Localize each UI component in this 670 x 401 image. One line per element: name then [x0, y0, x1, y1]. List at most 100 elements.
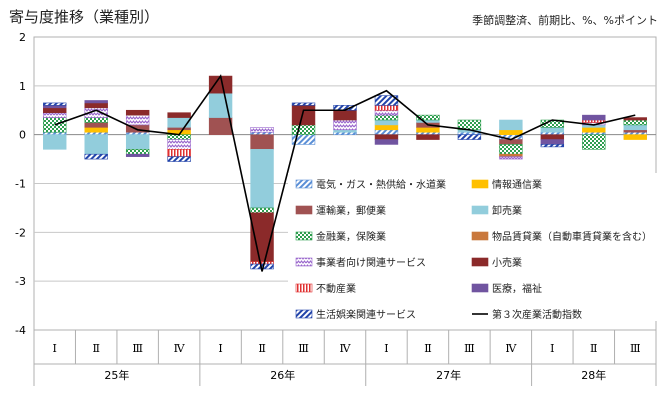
legend-label: 情報通信業 [492, 178, 542, 191]
bar-segment [540, 144, 565, 148]
bar-segment [43, 131, 67, 135]
bar-segment [582, 119, 606, 123]
legend-swatch [295, 283, 313, 293]
x-tick-label: Ⅱ [424, 342, 431, 355]
bar-segment [84, 102, 108, 109]
bar-segment [374, 129, 399, 135]
bar-segment [499, 153, 523, 157]
legend-label: 物品賃貸業（自動車賃貸業を含む） [492, 230, 652, 243]
legend-label: 運輸業，郵便業 [316, 204, 386, 217]
legend-label: 不動産業 [316, 282, 356, 295]
bar-segment [167, 139, 191, 150]
bar-segment [416, 134, 440, 140]
bar-segment [333, 109, 357, 121]
bar-segment [125, 114, 150, 126]
x-tick-label: Ⅱ [258, 342, 265, 355]
chart-marks [43, 74, 647, 272]
bar-segment [167, 112, 191, 118]
x-tick-label: Ⅳ [340, 342, 352, 355]
bar-segment [540, 127, 565, 133]
bar-segment [250, 261, 274, 265]
x-tick-label: Ⅳ [505, 342, 517, 355]
bar-segment [43, 105, 67, 109]
bar-segment [540, 131, 565, 135]
bar-segment [84, 117, 108, 123]
y-tick-label: 2 [19, 31, 26, 44]
legend-label: 金融業，保険業 [316, 230, 386, 243]
bar-segment [623, 129, 647, 133]
bar-segment [84, 131, 108, 135]
bar-segment [374, 119, 399, 126]
chart-note: 季節調整済、前期比、%、%ポイント [472, 14, 658, 27]
bar-segment [167, 156, 191, 162]
legend-swatch [471, 231, 489, 241]
bar-segment [623, 131, 647, 135]
bar-segment [374, 134, 399, 140]
x-tick-label: Ⅰ [550, 342, 554, 355]
x-tick-label: Ⅲ [298, 342, 309, 355]
bar-segment [623, 134, 647, 140]
bar-segment [499, 156, 523, 160]
x-tick-label: Ⅳ [174, 342, 186, 355]
legend-label: 卸売業 [492, 204, 522, 217]
bar-segment [416, 131, 440, 135]
legend-swatch [471, 283, 489, 293]
x-tick-label: Ⅲ [630, 342, 641, 355]
bar-segment [333, 129, 357, 133]
bar-segment [499, 119, 523, 131]
bar-segment [250, 207, 274, 214]
legend-swatch [295, 179, 313, 189]
bar-segment [291, 102, 316, 106]
legend-label: 医療，福祉 [492, 282, 542, 295]
bar-segment [250, 149, 274, 209]
bar-segment [457, 134, 482, 140]
x-tick-label: Ⅱ [92, 342, 99, 355]
bar-segment [540, 134, 565, 140]
bar-segment [208, 117, 233, 135]
bar-segment [374, 109, 399, 116]
bar-segment [43, 112, 67, 118]
x-group-label: 28年 [581, 368, 606, 382]
x-tick-label: Ⅰ [218, 342, 222, 355]
bar-segment [84, 100, 108, 104]
bar-segment [43, 102, 67, 106]
y-tick-label: -1 [15, 178, 26, 191]
bar-segment [582, 114, 606, 121]
bar-segment [125, 149, 150, 155]
legend-swatch [295, 309, 313, 319]
x-tick-label: Ⅲ [464, 342, 475, 355]
bar-segment [84, 127, 108, 133]
x-tick-label: Ⅰ [384, 342, 388, 355]
bar-segment [43, 134, 67, 150]
x-tick-label: Ⅱ [590, 342, 597, 355]
y-tick-label: 1 [19, 80, 26, 93]
bar-segment [582, 127, 606, 133]
legend-label: 第３次産業活動指数 [492, 308, 582, 321]
bar-segment [499, 144, 523, 155]
bar-segment [291, 105, 316, 126]
x-group-label: 26年 [270, 368, 295, 382]
bar-segment [125, 134, 150, 150]
legend-swatch [295, 205, 313, 215]
chart-title: 寄与度推移（業種別） [9, 8, 160, 26]
bar-segment [250, 131, 274, 135]
bar-segment [125, 131, 150, 135]
bar-segment [250, 134, 274, 150]
bar-segment [623, 124, 647, 131]
y-tick-label: 0 [19, 129, 26, 142]
bar-segment [43, 107, 67, 113]
legend-swatch [471, 205, 489, 215]
x-group-label: 25年 [104, 368, 129, 382]
bar-segment [374, 105, 399, 111]
bar-segment [167, 149, 191, 157]
bar-segment [582, 131, 606, 135]
bar-segment [374, 124, 399, 131]
bar-segment [250, 127, 274, 133]
bar-segment [84, 153, 108, 160]
y-tick-label: -4 [15, 324, 26, 337]
legend-label: 事業者向け関連サービス [316, 256, 426, 269]
y-tick-label: -2 [15, 226, 26, 239]
